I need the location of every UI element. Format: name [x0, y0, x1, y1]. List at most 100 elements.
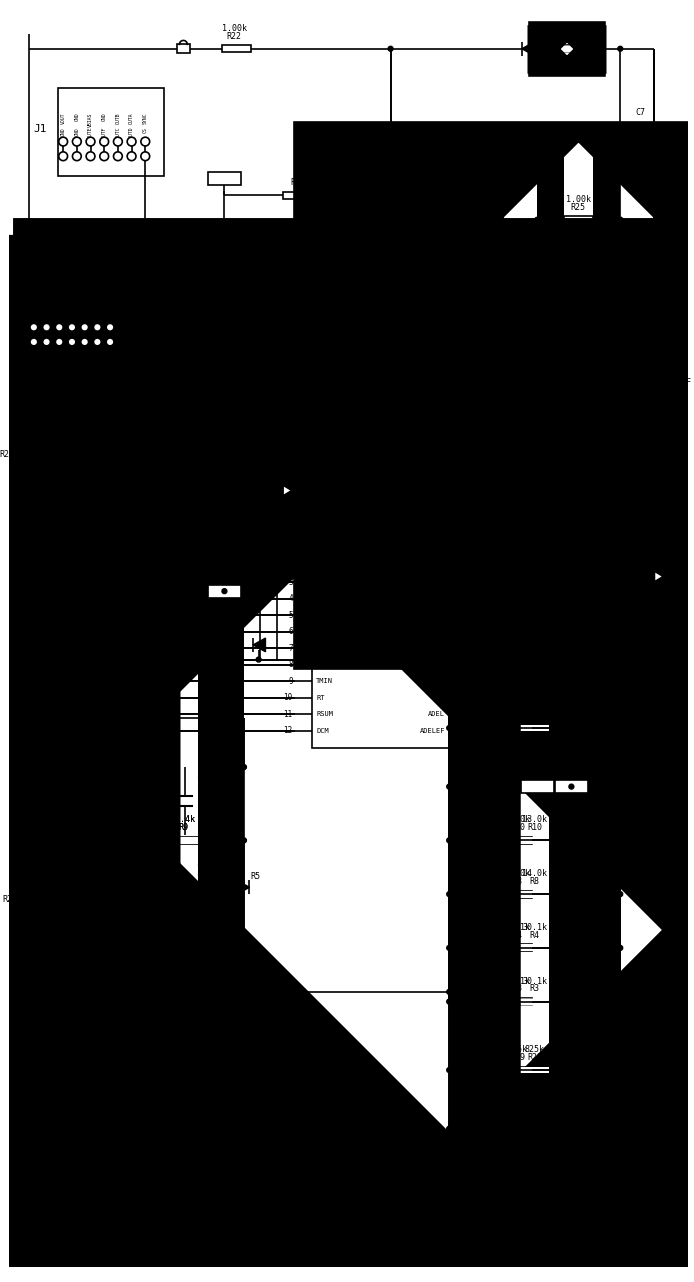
Text: R17: R17: [570, 378, 586, 387]
Circle shape: [618, 945, 623, 950]
Bar: [520, 1067, 550, 1073]
Text: RSUM: RSUM: [316, 712, 333, 718]
Text: OUTC: OUTC: [82, 296, 87, 308]
Circle shape: [256, 658, 261, 662]
Text: R5: R5: [251, 872, 261, 881]
Text: 8: 8: [288, 660, 293, 669]
Polygon shape: [114, 1206, 130, 1217]
Circle shape: [618, 46, 623, 51]
Text: 13: 13: [468, 727, 478, 736]
Circle shape: [447, 1127, 452, 1131]
Text: C1: C1: [133, 1138, 144, 1147]
Text: C1: C1: [128, 1138, 139, 1147]
Bar: [473, 217, 503, 223]
Circle shape: [534, 305, 540, 310]
Text: OUTD: OUTD: [82, 310, 87, 322]
Text: 18: 18: [468, 644, 478, 653]
Circle shape: [388, 354, 393, 359]
Circle shape: [42, 323, 51, 331]
Circle shape: [618, 1127, 623, 1131]
Text: 13.0k: 13.0k: [505, 815, 530, 824]
Text: SYNC: SYNC: [428, 678, 446, 685]
Circle shape: [466, 305, 471, 310]
Text: R12: R12: [554, 710, 569, 719]
Text: 17: 17: [468, 660, 478, 669]
Text: GND: GND: [60, 127, 66, 136]
Bar: [520, 783, 550, 790]
Text: OUTC: OUTC: [428, 613, 446, 618]
Text: ADEL: ADEL: [428, 712, 446, 718]
Bar: [222, 45, 251, 53]
Bar: [520, 945, 550, 951]
Text: GND: GND: [74, 127, 79, 136]
Circle shape: [127, 151, 136, 160]
Text: 560pF: 560pF: [197, 800, 222, 809]
Text: 15: 15: [468, 694, 478, 703]
Circle shape: [652, 432, 657, 437]
Text: C5: C5: [666, 460, 676, 469]
Circle shape: [618, 394, 623, 399]
Text: R29: R29: [510, 1053, 525, 1061]
Text: 12: 12: [284, 727, 293, 736]
Circle shape: [632, 658, 637, 662]
Circle shape: [134, 658, 139, 662]
Text: R12: R12: [527, 710, 542, 719]
Circle shape: [618, 658, 623, 662]
Bar: [60, 988, 90, 995]
Circle shape: [242, 764, 246, 769]
Text: SYNC: SYNC: [143, 113, 148, 124]
Bar: [237, 279, 266, 287]
Polygon shape: [237, 881, 249, 894]
Circle shape: [85, 931, 90, 936]
Text: 21: 21: [468, 594, 478, 603]
Text: R6: R6: [71, 974, 81, 983]
Circle shape: [141, 151, 150, 160]
Circle shape: [652, 432, 657, 437]
Bar: [29, 288, 123, 362]
Bar: [26, 890, 33, 909]
Text: 127k: 127k: [584, 632, 604, 641]
Circle shape: [534, 218, 540, 222]
Text: 0: 0: [295, 171, 301, 179]
Circle shape: [72, 137, 81, 146]
Text: R21: R21: [290, 178, 305, 187]
Text: 4.22k: 4.22k: [566, 370, 591, 379]
Text: GND: GND: [57, 296, 62, 305]
Circle shape: [134, 658, 139, 662]
Text: 825k: 825k: [525, 1045, 545, 1054]
Text: OUTA: OUTA: [129, 113, 134, 124]
Circle shape: [56, 323, 63, 331]
Bar: [564, 392, 593, 399]
Circle shape: [86, 151, 95, 160]
Circle shape: [119, 1087, 124, 1092]
Text: 1.00k: 1.00k: [221, 24, 246, 33]
Circle shape: [242, 936, 246, 941]
Text: R2: R2: [171, 1072, 180, 1082]
Circle shape: [618, 218, 623, 222]
Text: R22: R22: [227, 32, 242, 41]
Bar: [244, 460, 273, 468]
Text: GND: GND: [74, 113, 79, 121]
Text: OUTB: OUTB: [115, 113, 120, 124]
Bar: [520, 891, 550, 897]
Circle shape: [242, 990, 246, 995]
Text: C8: C8: [99, 855, 110, 864]
Text: 5: 5: [288, 610, 293, 619]
Bar: [552, 45, 581, 53]
Text: 14: 14: [468, 710, 478, 719]
Text: R3: R3: [513, 985, 523, 994]
Text: R26: R26: [407, 176, 423, 185]
Text: 2.37k: 2.37k: [63, 1064, 88, 1073]
Text: VREF: VREF: [215, 587, 234, 596]
Text: DCM: DCM: [316, 728, 329, 735]
Circle shape: [100, 151, 109, 160]
Circle shape: [388, 281, 393, 286]
Circle shape: [242, 931, 246, 936]
Text: U1: U1: [375, 515, 387, 526]
Circle shape: [618, 305, 623, 310]
Text: OUTE: OUTE: [95, 296, 100, 308]
Circle shape: [447, 726, 452, 731]
Text: VBIAS: VBIAS: [88, 113, 93, 127]
Circle shape: [81, 323, 89, 331]
Text: 1uF: 1uF: [666, 474, 682, 483]
